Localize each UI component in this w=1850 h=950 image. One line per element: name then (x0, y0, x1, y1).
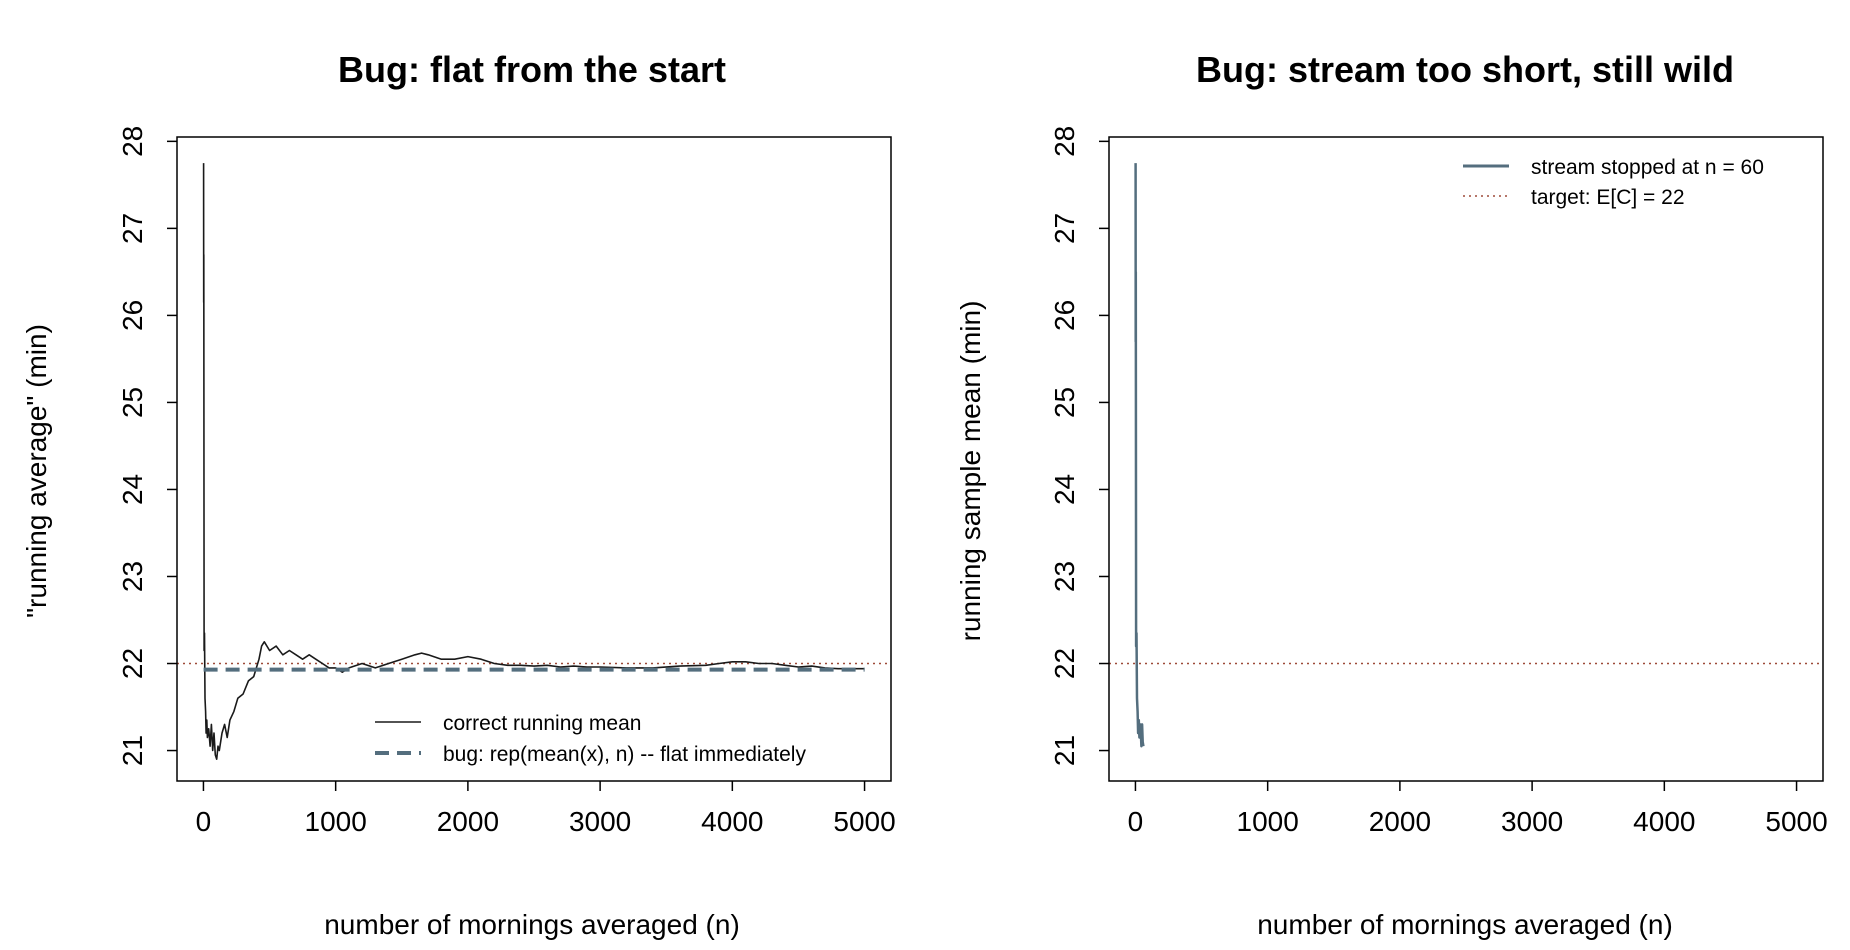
panel-left: Bug: flat from the start number of morni… (21, 49, 896, 940)
x-axis-label: number of mornings averaged (n) (324, 909, 740, 940)
x-tick-label: 3000 (569, 806, 631, 837)
series-lines (1134, 163, 1145, 748)
plot-frame (1108, 136, 1824, 782)
y-tick-label: 25 (117, 387, 148, 418)
y-tick-label: 26 (1049, 300, 1080, 331)
chart-title: Bug: flat from the start (338, 49, 726, 90)
y-tick-label: 22 (1049, 648, 1080, 679)
y-tick-label: 25 (1049, 387, 1080, 418)
y-tick-label: 23 (1049, 561, 1080, 592)
y-tick-label: 26 (117, 300, 148, 331)
x-tick-label: 5000 (1765, 806, 1827, 837)
x-tick-label: 2000 (437, 806, 499, 837)
y-tick-label: 28 (117, 126, 148, 157)
legend-label-bug: bug: rep(mean(x), n) -- flat immediately (443, 743, 806, 766)
x-tick-label: 5000 (833, 806, 895, 837)
axis-ticks: 0 1000 2000 3000 4000 5000 21 22 23 24 25 26 27 28 (1049, 126, 1828, 837)
x-tick-label: 0 (196, 806, 212, 837)
x-tick-label: 4000 (1633, 806, 1695, 837)
y-tick-label: 27 (117, 213, 148, 244)
legend: stream stopped at n = 60 target: E[C] = … (1463, 156, 1764, 209)
x-tick-label: 1000 (305, 806, 367, 837)
y-tick-label: 21 (117, 735, 148, 766)
legend-label-correct: correct running mean (443, 712, 641, 735)
y-tick-label: 21 (1049, 735, 1080, 766)
y-tick-label: 24 (117, 474, 148, 505)
legend: correct running mean bug: rep(mean(x), n… (375, 712, 806, 766)
y-tick-label: 28 (1049, 126, 1080, 157)
series-line-0 (1134, 163, 1145, 748)
plot-frame (176, 136, 892, 782)
panel-right: Bug: stream too short, still wild number… (955, 49, 1828, 940)
x-tick-label: 2000 (1369, 806, 1431, 837)
y-axis-label: "running average" (min) (21, 324, 52, 618)
x-tick-label: 3000 (1501, 806, 1563, 837)
y-tick-label: 22 (117, 648, 148, 679)
series-line-0 (202, 163, 865, 761)
chart-title: Bug: stream too short, still wild (1196, 49, 1734, 90)
y-axis-label: running sample mean (min) (955, 301, 986, 642)
legend-label-target: target: E[C] = 22 (1531, 186, 1685, 209)
x-tick-label: 1000 (1237, 806, 1299, 837)
axis-ticks: 0 1000 2000 3000 4000 5000 21 22 23 24 25 26 27 28 (117, 126, 896, 837)
series-lines (202, 163, 865, 761)
legend-label-stream: stream stopped at n = 60 (1531, 156, 1764, 179)
y-tick-label: 27 (1049, 213, 1080, 244)
x-tick-label: 0 (1128, 806, 1144, 837)
x-axis-label: number of mornings averaged (n) (1257, 909, 1673, 940)
x-tick-label: 4000 (701, 806, 763, 837)
y-tick-label: 23 (117, 561, 148, 592)
y-tick-label: 24 (1049, 474, 1080, 505)
